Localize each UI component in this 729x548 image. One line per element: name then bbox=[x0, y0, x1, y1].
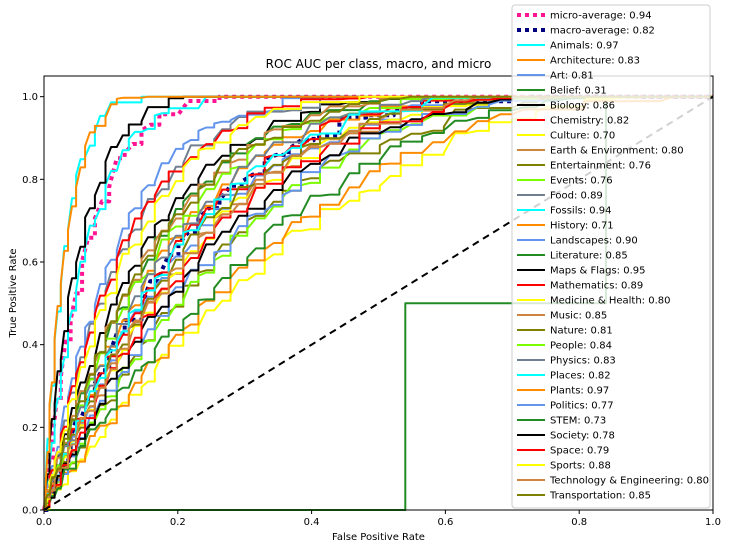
roc-curve-26 bbox=[43, 95, 713, 511]
roc-curve-32 bbox=[43, 95, 713, 511]
y-tick-label: 0.2 bbox=[22, 423, 38, 434]
y-tick-label: 0.6 bbox=[22, 258, 38, 269]
y-tick-label: 1.0 bbox=[22, 92, 38, 103]
legend-entry: STEM: 0.73 bbox=[550, 416, 606, 427]
legend-entry: Society: 0.78 bbox=[550, 431, 615, 442]
legend-entry: macro-average: 0.82 bbox=[550, 26, 655, 37]
legend-entry: Literature: 0.85 bbox=[550, 251, 628, 262]
legend-entry: Space: 0.79 bbox=[550, 446, 609, 457]
roc-curve-29 bbox=[43, 95, 713, 511]
legend-entry: Nature: 0.81 bbox=[550, 326, 613, 337]
legend: micro-average: 0.94 macro-average: 0.82 An… bbox=[511, 4, 711, 509]
legend-entry: Places: 0.82 bbox=[550, 371, 611, 382]
legend-entry: Architecture: 0.83 bbox=[550, 56, 640, 67]
x-tick-label: 0.4 bbox=[304, 517, 320, 528]
legend-entry: Music: 0.85 bbox=[550, 311, 607, 322]
legend-entry: Maps & Flags: 0.95 bbox=[550, 266, 646, 277]
legend-box bbox=[511, 4, 711, 509]
legend-entry: Biology: 0.86 bbox=[550, 101, 615, 112]
legend-entry: Art: 0.81 bbox=[550, 71, 594, 82]
legend-entry: Entertainment: 0.76 bbox=[550, 161, 651, 172]
legend-entry: Events: 0.76 bbox=[550, 176, 613, 187]
legend-entry: Transportation: 0.85 bbox=[549, 491, 651, 502]
legend-entry: Physics: 0.83 bbox=[550, 356, 616, 367]
legend-entry: History: 0.71 bbox=[550, 221, 614, 232]
legend-entry: Fossils: 0.94 bbox=[550, 206, 612, 217]
legend-entry: Animals: 0.97 bbox=[550, 41, 619, 52]
legend-entry: Belief: 0.31 bbox=[550, 86, 607, 97]
plot-frame bbox=[43, 75, 714, 511]
x-axis-label: False Positive Rate bbox=[332, 532, 425, 543]
y-axis-label: True Positive Rate bbox=[8, 248, 19, 338]
roc-curve-27 bbox=[43, 95, 713, 511]
y-tick-label: 0.0 bbox=[22, 506, 38, 517]
legend-entry: micro-average: 0.94 bbox=[550, 11, 652, 22]
x-tick-label: 1.0 bbox=[705, 517, 721, 528]
legend-entry: Politics: 0.77 bbox=[550, 401, 614, 412]
legend-entry: Food: 0.89 bbox=[550, 191, 603, 202]
legend-entry: Plants: 0.97 bbox=[550, 386, 609, 397]
legend-entry: People: 0.84 bbox=[550, 341, 612, 352]
legend-entry: Medicine & Health: 0.80 bbox=[550, 296, 670, 307]
legend-entry: Mathematics: 0.89 bbox=[550, 281, 643, 292]
legend-entry: Earth & Environment: 0.80 bbox=[550, 146, 684, 157]
y-tick-label: 0.4 bbox=[22, 340, 38, 351]
y-axis-ticks: 0.0 0.2 0.4 0.6 0.8 1.0 bbox=[22, 92, 44, 517]
legend-entry: Sports: 0.88 bbox=[550, 461, 611, 472]
legend-entry: Technology & Engineering: 0.80 bbox=[549, 476, 709, 487]
legend-entry: Chemistry: 0.82 bbox=[550, 116, 629, 127]
y-tick-label: 0.8 bbox=[22, 175, 38, 186]
x-tick-label: 0.2 bbox=[170, 517, 186, 528]
legend-entry: Landscapes: 0.90 bbox=[550, 236, 638, 247]
roc-curve-10 bbox=[43, 95, 713, 511]
chart-title: ROC AUC per class, macro, and micro bbox=[266, 57, 492, 71]
legend-entry: Culture: 0.70 bbox=[550, 131, 615, 142]
x-axis-ticks: 0.0 0.2 0.4 0.6 0.8 1.0 bbox=[36, 510, 721, 528]
x-tick-label: 0.0 bbox=[36, 517, 52, 528]
x-tick-label: 0.6 bbox=[437, 517, 453, 528]
x-tick-label: 0.8 bbox=[571, 517, 587, 528]
